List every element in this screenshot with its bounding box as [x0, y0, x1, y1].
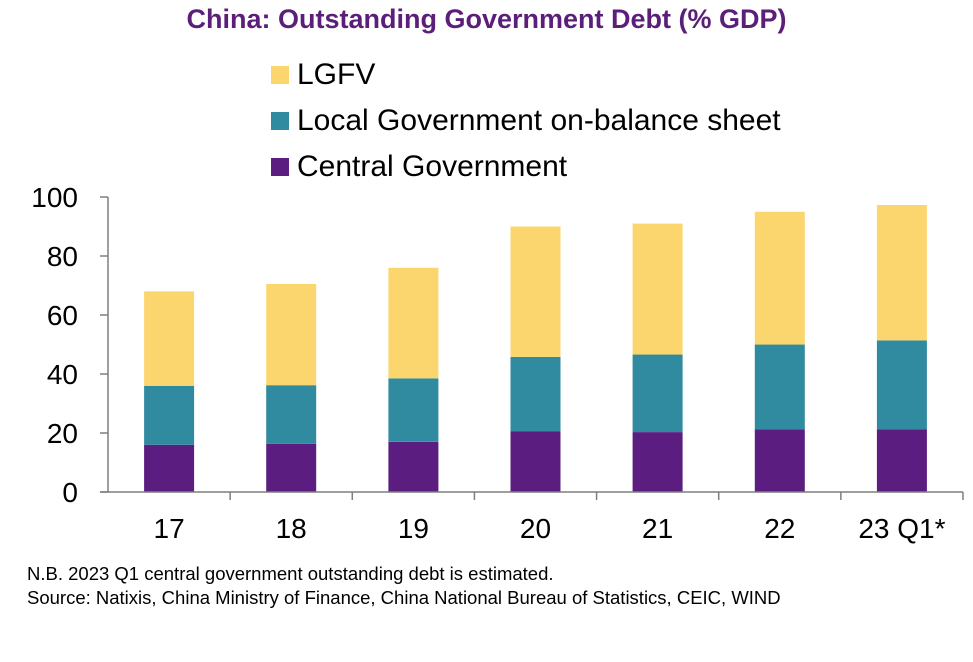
bar-segment-central-government-6	[876, 429, 927, 492]
chart-plot: 0 20 40 60 80 100 17 18 19 20 21 22 23 Q1*	[31, 182, 964, 544]
chart-legend: LGFV Local Government on-balance sheet C…	[271, 52, 781, 190]
chart-title: China: Outstanding Government Debt (% GD…	[186, 4, 787, 34]
bar-segment-lgfv-6	[876, 205, 927, 341]
bar-segment-local-government-on-balance-sheet-0	[144, 385, 195, 445]
footnote: N.B. 2023 Q1 central government outstand…	[27, 562, 962, 610]
bar-segment-central-government-0	[144, 444, 195, 492]
y-tick-label-60: 60	[47, 300, 78, 331]
legend-swatch-local-government	[271, 112, 289, 130]
x-tick-label-2: 19	[398, 513, 429, 544]
x-tick-label-4: 21	[642, 513, 673, 544]
y-tick-label-100: 100	[31, 182, 78, 213]
legend-item-central-government: Central Government	[271, 144, 781, 190]
legend-label-lgfv: LGFV	[297, 58, 376, 91]
bar-segment-local-government-on-balance-sheet-3	[510, 356, 561, 432]
bar-segment-lgfv-4	[632, 223, 683, 355]
legend-label-local-government: Local Government on-balance sheet	[297, 104, 781, 137]
bar-segment-central-government-3	[510, 431, 561, 492]
bar-segment-central-government-5	[754, 429, 805, 492]
legend-swatch-central-government	[271, 158, 289, 176]
x-tick-label-3: 20	[520, 513, 551, 544]
bar-segment-local-government-on-balance-sheet-1	[266, 385, 317, 444]
bar-segment-lgfv-3	[510, 226, 561, 357]
bar-segment-lgfv-1	[266, 284, 317, 386]
legend-label-central-government: Central Government	[297, 150, 568, 183]
y-tick-label-0: 0	[62, 477, 78, 508]
bar-segment-central-government-4	[632, 432, 683, 492]
bar-segment-local-government-on-balance-sheet-2	[388, 378, 439, 442]
legend-item-lgfv: LGFV	[271, 52, 781, 98]
x-tick-label-5: 22	[764, 513, 795, 544]
x-tick-label-1: 18	[276, 513, 307, 544]
footnote-note: N.B. 2023 Q1 central government outstand…	[27, 563, 554, 584]
bar-segment-central-government-1	[266, 443, 317, 492]
y-tick-label-80: 80	[47, 241, 78, 272]
x-tick-label-0: 17	[154, 513, 185, 544]
footnote-source: Source: Natixis, China Ministry of Finan…	[27, 587, 781, 608]
legend-swatch-lgfv	[271, 66, 289, 84]
legend-item-local-government: Local Government on-balance sheet	[271, 98, 781, 144]
x-tick-label-6: 23 Q1*	[858, 513, 945, 544]
bar-segment-lgfv-5	[754, 211, 805, 345]
bar-segment-local-government-on-balance-sheet-5	[754, 344, 805, 430]
bar-segment-central-government-2	[388, 441, 439, 492]
bar-segment-lgfv-0	[144, 291, 195, 386]
bar-segment-local-government-on-balance-sheet-4	[632, 354, 683, 433]
bar-segment-lgfv-2	[388, 267, 439, 379]
y-tick-label-40: 40	[47, 359, 78, 390]
y-tick-label-20: 20	[47, 418, 78, 449]
bar-segment-local-government-on-balance-sheet-6	[876, 340, 927, 430]
